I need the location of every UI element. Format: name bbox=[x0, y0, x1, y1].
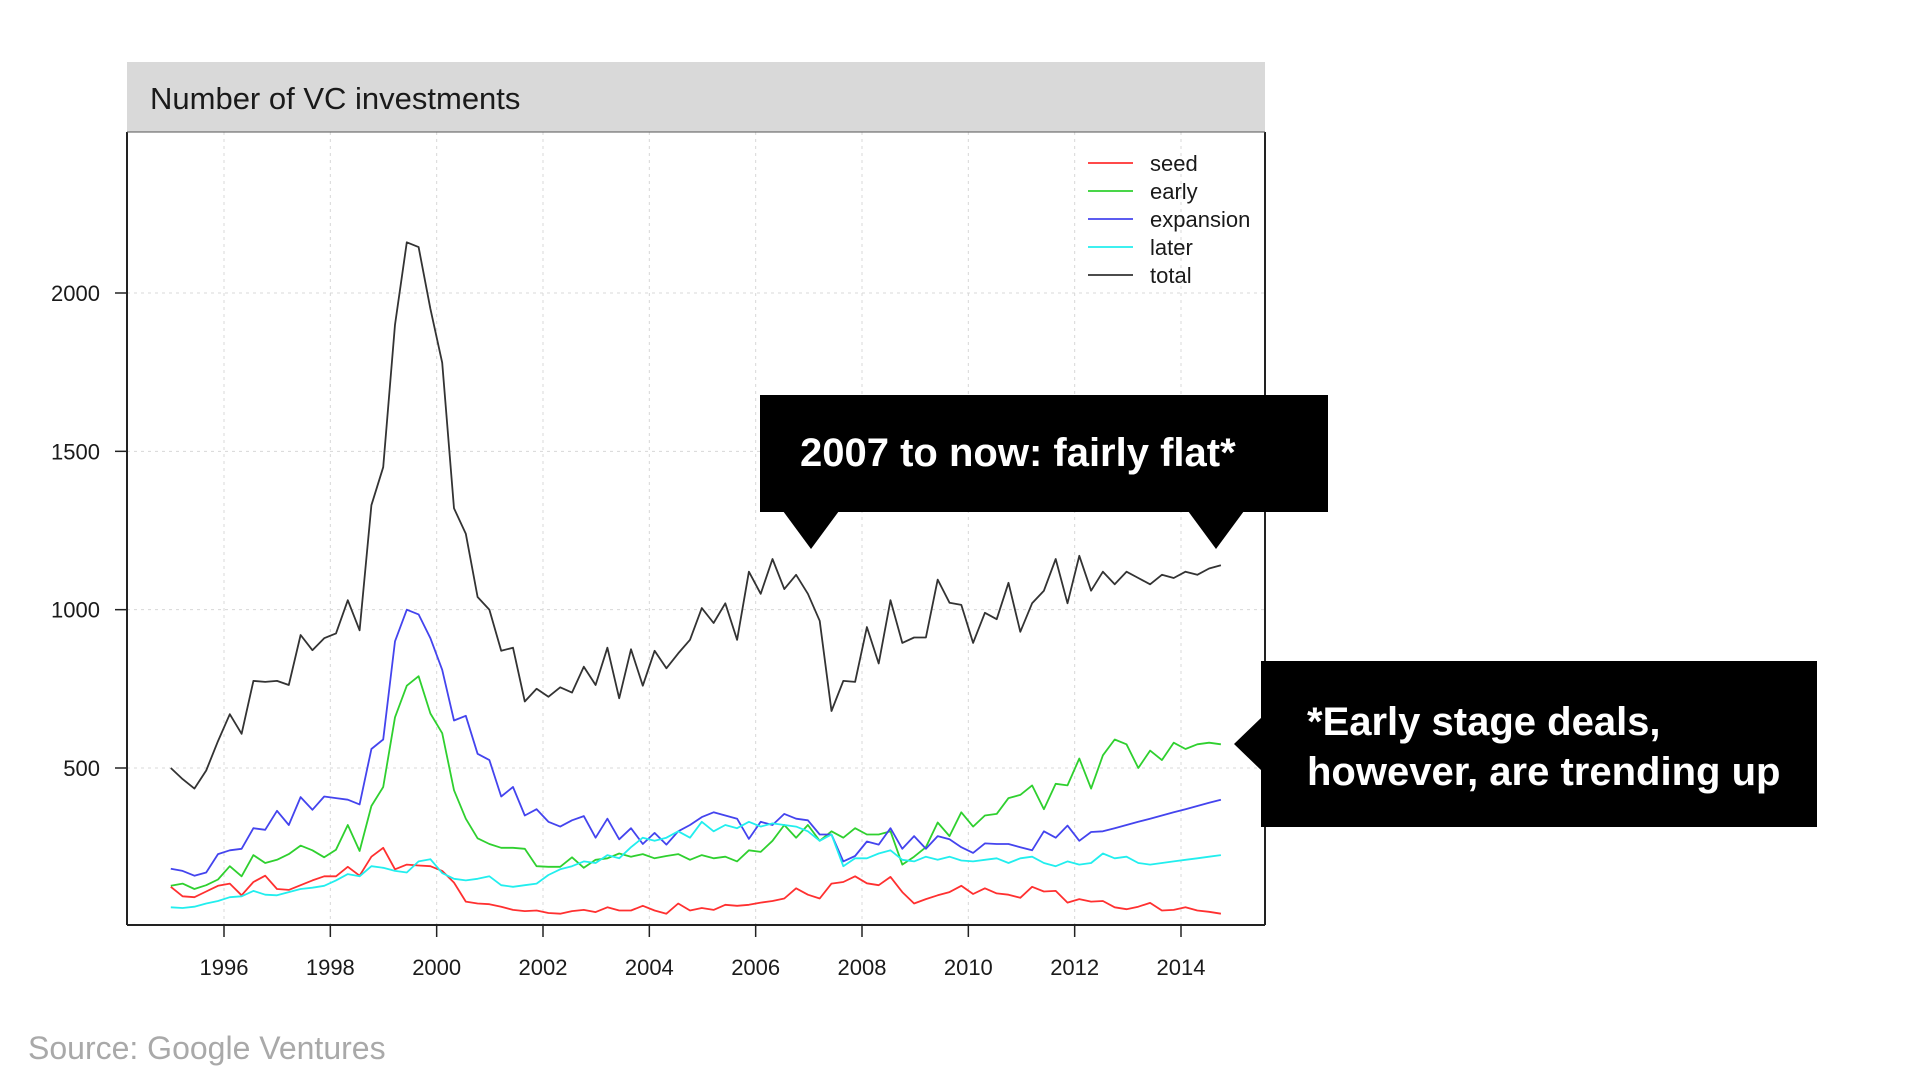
y-tick-label: 2000 bbox=[51, 281, 100, 306]
x-tick-label: 2008 bbox=[838, 955, 887, 980]
legend-label-early: early bbox=[1150, 179, 1198, 204]
series-line-seed bbox=[170, 846, 1222, 915]
y-tick-label: 500 bbox=[63, 756, 100, 781]
x-tick-label: 2010 bbox=[944, 955, 993, 980]
x-tick-label: 2012 bbox=[1050, 955, 1099, 980]
series-line-early bbox=[170, 675, 1222, 890]
callout-early-stage: *Early stage deals, however, are trendin… bbox=[1261, 661, 1817, 827]
x-tick-label: 2004 bbox=[625, 955, 674, 980]
chart-title: Number of VC investments bbox=[150, 81, 520, 116]
callout-flat-pointer-right bbox=[1188, 511, 1244, 549]
legend-label-later: later bbox=[1150, 235, 1193, 260]
x-axis: 1996 1998 2000 2002 2004 2006 2008 2010 2012 2014 bbox=[200, 925, 1206, 980]
source-caption: Source: Google Ventures bbox=[28, 1030, 386, 1066]
title-strip bbox=[127, 62, 1265, 132]
legend: seed early expansion later total bbox=[1088, 151, 1250, 288]
x-tick-label: 2006 bbox=[731, 955, 780, 980]
callout-early-line1: *Early stage deals, bbox=[1307, 700, 1661, 744]
y-tick-label: 1000 bbox=[51, 598, 100, 623]
x-tick-label: 2014 bbox=[1157, 955, 1206, 980]
series-line-expansion bbox=[170, 608, 1222, 877]
legend-label-expansion: expansion bbox=[1150, 207, 1250, 232]
callout-early-pointer bbox=[1234, 717, 1262, 771]
legend-label-seed: seed bbox=[1150, 151, 1198, 176]
grid bbox=[127, 132, 1265, 925]
x-tick-label: 1998 bbox=[306, 955, 355, 980]
series-group bbox=[170, 241, 1222, 915]
callout-flat-pointer-left bbox=[783, 511, 839, 549]
y-axis: 500 1000 1500 2000 bbox=[51, 281, 127, 781]
series-line-later bbox=[170, 820, 1222, 909]
y-tick-label: 1500 bbox=[51, 439, 100, 464]
series-line-total bbox=[170, 241, 1222, 790]
x-tick-label: 2002 bbox=[519, 955, 568, 980]
x-tick-label: 2000 bbox=[412, 955, 461, 980]
callout-early-line2: however, are trending up bbox=[1307, 750, 1781, 794]
x-tick-label: 1996 bbox=[200, 955, 249, 980]
callout-flat: 2007 to now: fairly flat* bbox=[760, 395, 1328, 512]
legend-label-total: total bbox=[1150, 263, 1192, 288]
